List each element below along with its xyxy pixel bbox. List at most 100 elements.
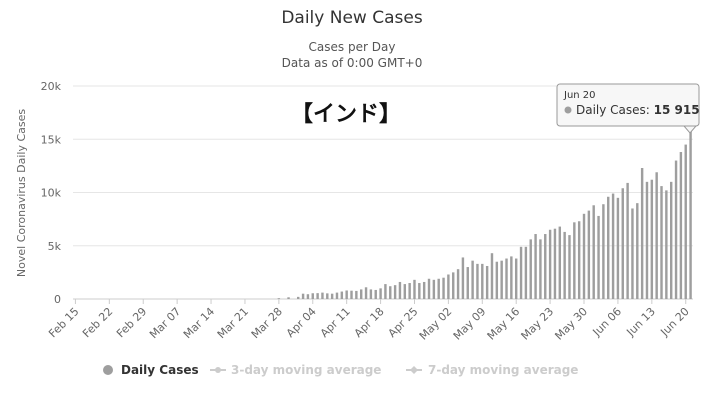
y-tick-label: 10k bbox=[41, 187, 62, 200]
bar[interactable] bbox=[611, 193, 615, 299]
legend-label-7day-ma: 7-day moving average bbox=[428, 363, 578, 377]
bar[interactable] bbox=[345, 290, 348, 299]
bar[interactable] bbox=[524, 246, 528, 299]
bar[interactable] bbox=[674, 160, 678, 299]
bar[interactable] bbox=[490, 253, 494, 299]
bar[interactable] bbox=[287, 297, 290, 299]
bar[interactable] bbox=[413, 279, 416, 299]
bar[interactable] bbox=[616, 197, 620, 299]
bar[interactable] bbox=[495, 261, 499, 299]
bar[interactable] bbox=[514, 258, 518, 299]
legend-marker-3day-ma bbox=[215, 367, 221, 373]
bar[interactable] bbox=[297, 296, 300, 299]
bar[interactable] bbox=[379, 288, 382, 299]
bar[interactable] bbox=[393, 285, 397, 299]
chart-subtitle-line-2: Data as of 0:00 GMT+0 bbox=[282, 56, 423, 70]
bar[interactable] bbox=[597, 215, 600, 299]
bar[interactable] bbox=[403, 284, 407, 299]
bar[interactable] bbox=[602, 204, 605, 299]
bar[interactable] bbox=[568, 235, 571, 299]
bar[interactable] bbox=[640, 168, 644, 299]
bar[interactable] bbox=[684, 144, 687, 299]
bar[interactable] bbox=[418, 283, 421, 299]
bar[interactable] bbox=[665, 190, 668, 299]
bar[interactable] bbox=[306, 294, 310, 299]
bar[interactable] bbox=[369, 289, 373, 299]
bar[interactable] bbox=[592, 205, 595, 299]
bar[interactable] bbox=[326, 293, 329, 299]
bar[interactable] bbox=[631, 208, 634, 299]
tooltip-marker bbox=[564, 106, 572, 114]
bar[interactable] bbox=[563, 231, 566, 299]
y-axis-ticks: 0 5k 10k 15k 20k bbox=[41, 80, 62, 306]
bar[interactable] bbox=[655, 172, 658, 299]
bar[interactable] bbox=[689, 129, 692, 299]
bar[interactable] bbox=[519, 246, 523, 299]
bar[interactable] bbox=[476, 263, 479, 299]
bar[interactable] bbox=[384, 284, 387, 299]
bar[interactable] bbox=[427, 278, 431, 299]
bar[interactable] bbox=[398, 281, 402, 299]
bar[interactable] bbox=[466, 267, 469, 299]
y-tick-label: 20k bbox=[41, 80, 62, 93]
bar[interactable] bbox=[650, 179, 654, 299]
bar[interactable] bbox=[505, 258, 508, 299]
bar[interactable] bbox=[577, 221, 581, 299]
bar[interactable] bbox=[573, 222, 576, 299]
bar[interactable] bbox=[582, 213, 586, 299]
bar[interactable] bbox=[471, 260, 474, 299]
bar[interactable] bbox=[447, 274, 450, 300]
bar[interactable] bbox=[534, 234, 537, 299]
bar[interactable] bbox=[364, 287, 368, 299]
bar[interactable] bbox=[645, 181, 649, 299]
tooltip-date: Jun 20 bbox=[563, 90, 596, 101]
bar[interactable] bbox=[330, 293, 334, 299]
bar[interactable] bbox=[374, 289, 377, 299]
bar[interactable] bbox=[389, 286, 392, 299]
bar[interactable] bbox=[335, 292, 339, 299]
bar[interactable] bbox=[432, 279, 436, 299]
bar[interactable] bbox=[636, 203, 639, 299]
chart-annotation: 【インド】 bbox=[291, 102, 401, 127]
bar[interactable] bbox=[548, 229, 552, 299]
bar[interactable] bbox=[456, 269, 460, 299]
bar[interactable] bbox=[660, 186, 663, 299]
chart-subtitle-line-1: Cases per Day bbox=[309, 40, 396, 54]
bar[interactable] bbox=[422, 281, 426, 299]
legend-label-3day-ma: 3-day moving average bbox=[231, 363, 381, 377]
legend-item-daily-cases[interactable]: Daily Cases bbox=[103, 363, 199, 377]
bar[interactable] bbox=[607, 196, 610, 299]
bar[interactable] bbox=[437, 278, 440, 299]
bar[interactable] bbox=[500, 260, 503, 299]
legend-item-7day-ma[interactable]: 7-day moving average bbox=[406, 363, 578, 377]
legend-item-3day-ma[interactable]: 3-day moving average bbox=[210, 363, 381, 377]
bar[interactable] bbox=[481, 263, 484, 299]
bar[interactable] bbox=[355, 290, 358, 299]
bar[interactable] bbox=[452, 272, 455, 300]
bar[interactable] bbox=[277, 298, 281, 299]
bar[interactable] bbox=[558, 226, 562, 299]
bar[interactable] bbox=[461, 257, 465, 299]
bar[interactable] bbox=[539, 239, 542, 299]
bar[interactable] bbox=[587, 210, 591, 299]
bar[interactable] bbox=[621, 188, 624, 299]
bar[interactable] bbox=[321, 292, 324, 299]
bar[interactable] bbox=[553, 228, 557, 299]
bar[interactable] bbox=[510, 256, 513, 299]
bar[interactable] bbox=[485, 265, 489, 299]
bar[interactable] bbox=[350, 290, 353, 299]
bar[interactable] bbox=[340, 291, 344, 299]
bar[interactable] bbox=[626, 182, 629, 299]
bar[interactable] bbox=[679, 152, 683, 299]
legend: Daily Cases 3-day moving average 7-day m… bbox=[103, 363, 578, 377]
bar[interactable] bbox=[408, 283, 411, 299]
bar[interactable] bbox=[316, 293, 319, 299]
bar[interactable] bbox=[311, 293, 314, 299]
bar[interactable] bbox=[529, 239, 532, 299]
bar[interactable] bbox=[301, 293, 305, 299]
bar[interactable] bbox=[544, 234, 547, 299]
bar[interactable] bbox=[359, 289, 363, 299]
bar[interactable] bbox=[669, 181, 673, 299]
bar[interactable] bbox=[442, 277, 445, 299]
